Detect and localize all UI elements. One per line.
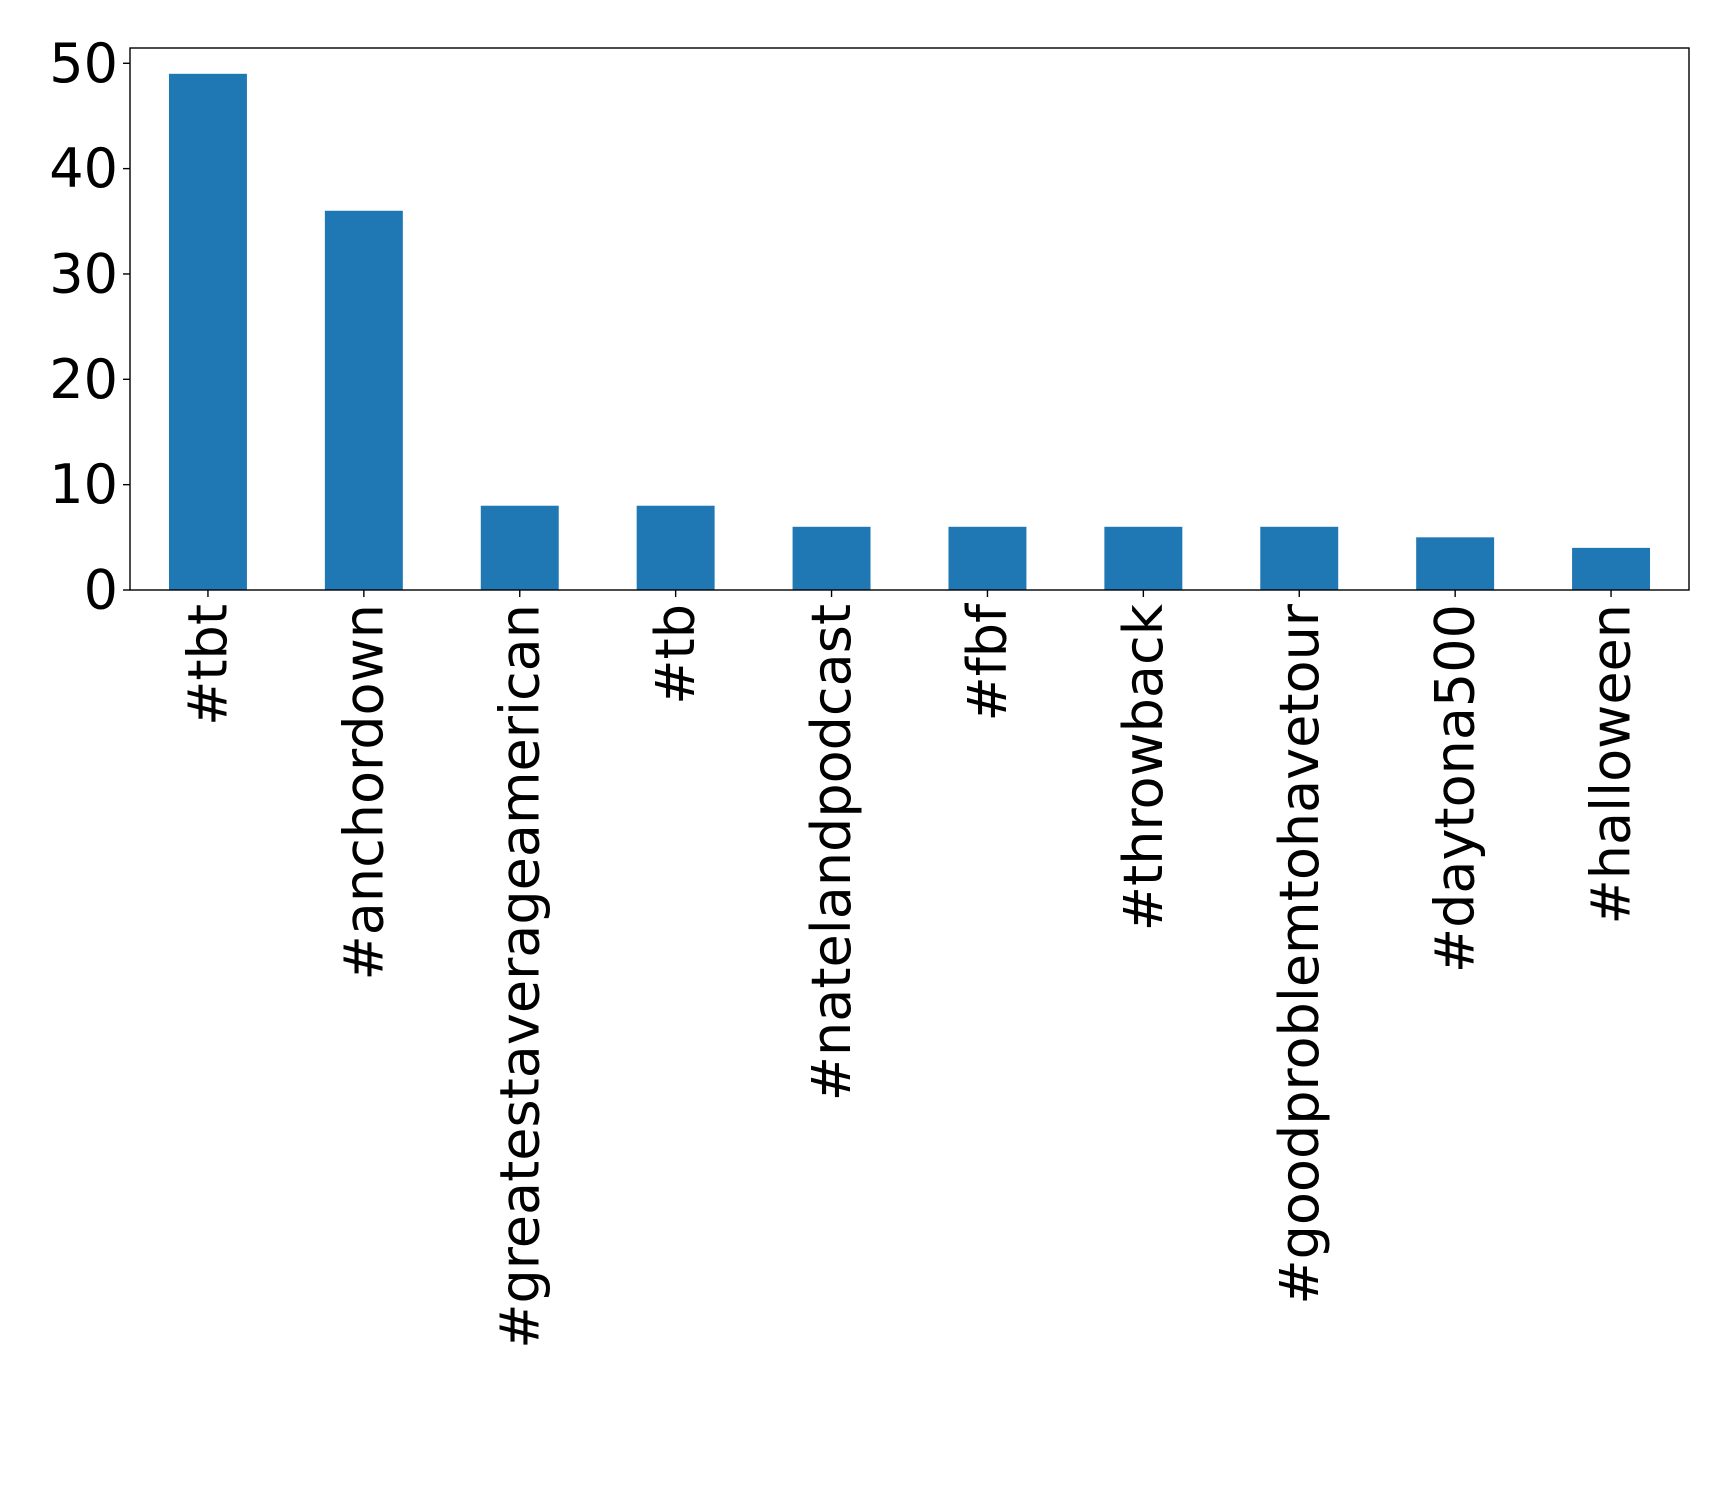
- x-tick-label-3: #tb: [644, 604, 707, 705]
- x-tick-label-2: #greatestaverageamerican: [488, 604, 551, 1349]
- bar-6: [1104, 526, 1183, 590]
- y-tick-label-5: 50: [49, 32, 118, 95]
- bar-9: [1572, 547, 1651, 590]
- x-tick-label-4: #natelandpodcast: [800, 604, 863, 1101]
- bar-1: [324, 210, 403, 591]
- x-tick-label-8: #daytona500: [1424, 604, 1487, 973]
- y-tick-label-2: 20: [49, 348, 118, 411]
- bar-3: [636, 505, 715, 590]
- bar-2: [480, 505, 559, 590]
- y-tick-label-3: 30: [49, 242, 118, 305]
- x-axis: #tbt #anchordown #greatestaverageamerican #…: [176, 590, 1643, 1349]
- bars-group: [168, 73, 1651, 591]
- x-tick-label-0: #tbt: [176, 604, 239, 726]
- bar-5: [948, 526, 1027, 590]
- y-tick-label-4: 40: [49, 137, 118, 200]
- bar-0: [168, 73, 247, 591]
- plot-frame: [129, 47, 1690, 591]
- y-tick-label-0: 0: [84, 559, 118, 622]
- y-tick-label-1: 10: [49, 453, 118, 516]
- bar-7: [1260, 526, 1339, 590]
- bar-4: [792, 526, 871, 590]
- x-tick-label-5: #fbf: [956, 602, 1019, 722]
- x-tick-label-1: #anchordown: [332, 604, 395, 980]
- x-tick-label-9: #halloween: [1580, 604, 1643, 924]
- y-axis: 0 10 20 30 40 50: [49, 32, 130, 622]
- x-tick-label-6: #throwback: [1112, 603, 1175, 931]
- bar-8: [1416, 537, 1495, 590]
- x-tick-label-7: #goodproblemtohavetour: [1268, 603, 1331, 1304]
